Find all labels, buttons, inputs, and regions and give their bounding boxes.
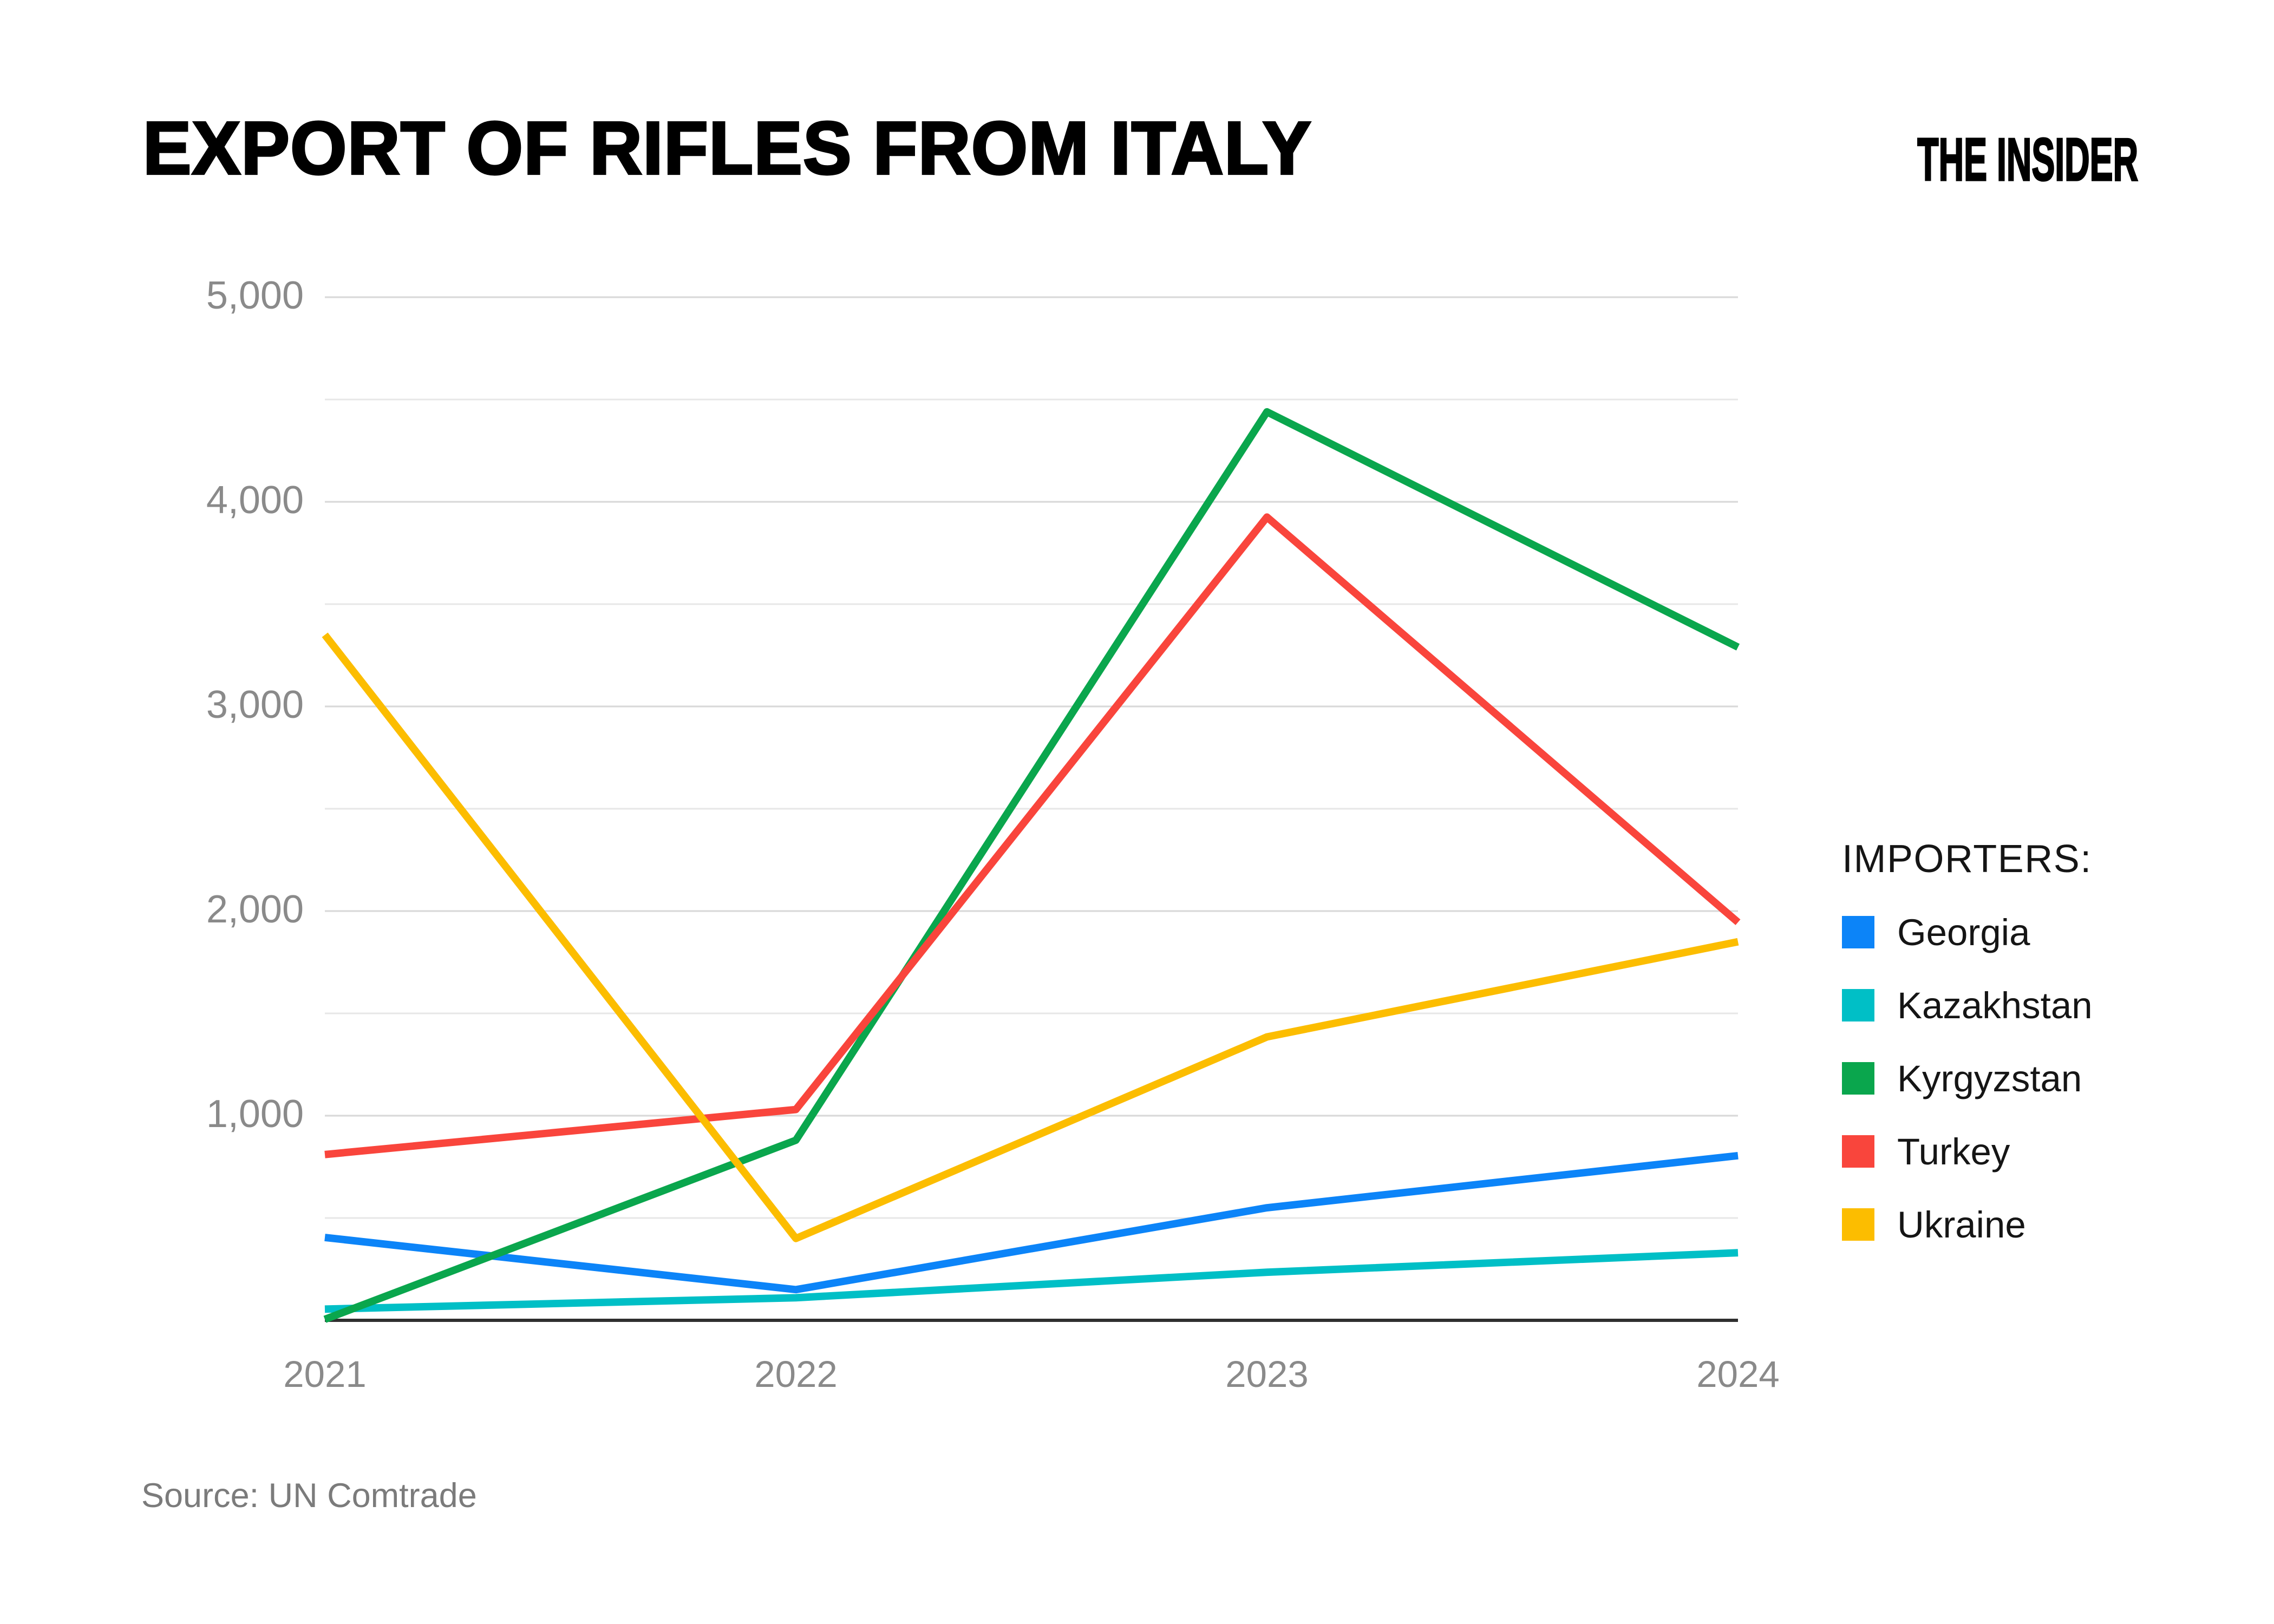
series-line-kazakhstan <box>324 1249 1739 1313</box>
series-line-kyrgyzstan <box>323 408 1740 1323</box>
y-axis-label: 3,000 <box>206 684 304 728</box>
legend-swatch <box>1842 1135 1874 1168</box>
legend: IMPORTERS: Georgia Kazakhstan Kyrgyzstan Tu… <box>1842 838 2093 1281</box>
x-axis-label: 2022 <box>754 1353 838 1395</box>
series-line-ukraine <box>322 632 1739 1242</box>
legend-title: IMPORTERS: <box>1842 838 2092 882</box>
series-line-georgia <box>324 1151 1739 1294</box>
x-axis-label: 2023 <box>1225 1353 1309 1395</box>
legend-item-georgia: Georgia <box>1842 911 2093 953</box>
y-axis-label: 1,000 <box>206 1093 304 1137</box>
legend-swatch <box>1842 1208 1874 1241</box>
legend-item-kyrgyzstan: Kyrgyzstan <box>1842 1057 2093 1099</box>
brand-logo-the-insider: THE INSIDER <box>1916 126 2138 194</box>
y-axis-label: 5,000 <box>206 274 304 318</box>
legend-items: Georgia Kazakhstan Kyrgyzstan Turkey Ukraine <box>1842 911 2093 1245</box>
legend-item-kazakhstan: Kazakhstan <box>1842 984 2093 1026</box>
legend-label: Kyrgyzstan <box>1897 1056 2082 1099</box>
chart-title: EXPORT OF RIFLES FROM ITALY <box>142 104 1312 191</box>
legend-label: Turkey <box>1897 1129 2010 1172</box>
y-axis-label: 4,000 <box>206 479 304 523</box>
legend-label: Georgia <box>1897 910 2030 953</box>
legend-label: Kazakhstan <box>1897 983 2093 1026</box>
legend-swatch <box>1842 989 1874 1021</box>
legend-label: Ukraine <box>1897 1202 2026 1245</box>
x-axis-label: 2024 <box>1696 1353 1780 1395</box>
legend-swatch <box>1842 916 1874 948</box>
series-line-turkey <box>324 513 1741 1158</box>
x-axis-label: 2021 <box>283 1353 367 1395</box>
y-axis-label: 2,000 <box>206 888 304 932</box>
legend-swatch <box>1842 1062 1874 1095</box>
legend-item-turkey: Turkey <box>1842 1130 2093 1172</box>
legend-item-ukraine: Ukraine <box>1842 1203 2093 1245</box>
source-note: Source: UN Comtrade <box>141 1478 477 1515</box>
